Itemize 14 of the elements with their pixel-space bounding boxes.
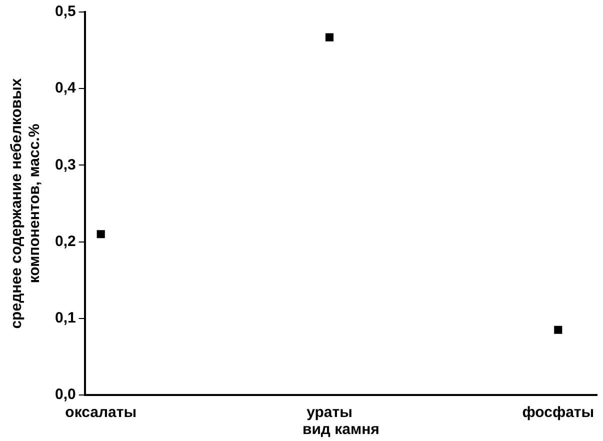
y-axis-title: среднее содержание небелковых компонентов, масс.% [8, 78, 44, 329]
x-tick-label: фосфаты [522, 404, 594, 422]
x-axis-title: вид камня [302, 421, 380, 438]
y-tick-label: 0,1 [54, 310, 76, 327]
point [96, 230, 105, 238]
x-tick-label: оксалаты [65, 404, 137, 422]
point [554, 326, 562, 334]
y-tick-label: 0,3 [54, 156, 76, 174]
x-tick-label: ураты [306, 404, 352, 422]
y-tick-label: 0,2 [54, 232, 76, 250]
y-tick-label: 0,5 [54, 3, 76, 20]
y-tick-label: 0,4 [54, 80, 76, 97]
y-tick-label: 0,0 [54, 386, 76, 404]
point [325, 33, 334, 42]
